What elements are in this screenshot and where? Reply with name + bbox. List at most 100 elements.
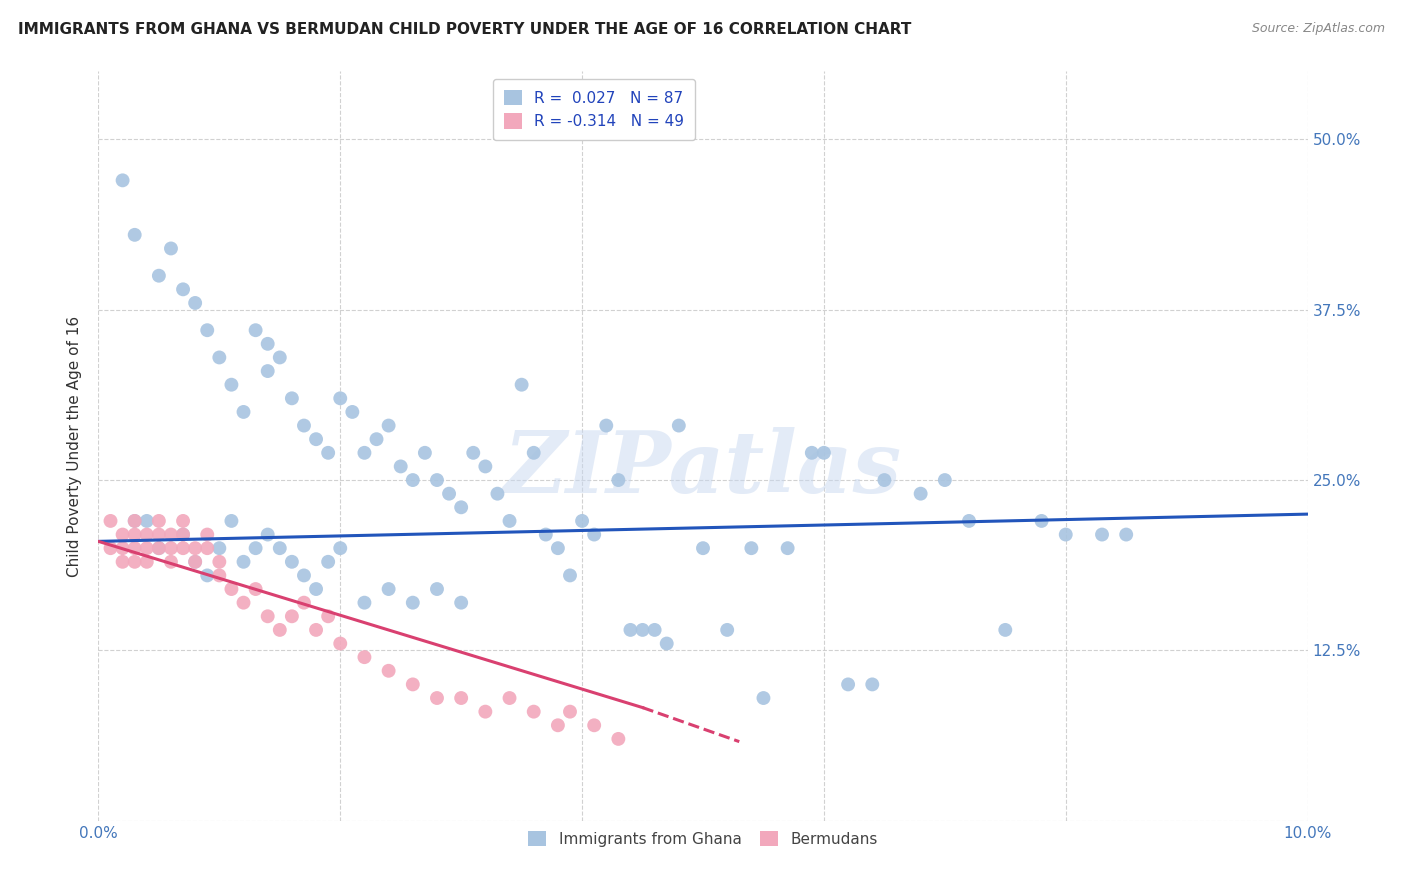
Point <box>523 705 546 719</box>
Point <box>172 527 194 541</box>
Point <box>377 664 399 678</box>
Point <box>160 242 183 256</box>
Point <box>269 541 291 556</box>
Point <box>292 418 315 433</box>
Point <box>111 555 134 569</box>
Point <box>111 173 134 187</box>
Point <box>221 377 243 392</box>
Point <box>269 623 291 637</box>
Point <box>208 555 231 569</box>
Point <box>100 514 122 528</box>
Point <box>752 691 775 706</box>
Point <box>607 731 630 746</box>
Point <box>245 541 267 556</box>
Point <box>583 718 606 732</box>
Point <box>281 609 304 624</box>
Point <box>245 582 267 596</box>
Point <box>292 568 315 582</box>
Point <box>800 446 823 460</box>
Point <box>135 541 157 556</box>
Point <box>631 623 654 637</box>
Point <box>208 351 231 365</box>
Point <box>184 541 207 556</box>
Point <box>571 514 593 528</box>
Point <box>366 432 388 446</box>
Point <box>353 596 375 610</box>
Y-axis label: Child Poverty Under the Age of 16: Child Poverty Under the Age of 16 <box>67 316 83 576</box>
Point <box>184 555 207 569</box>
Point <box>172 541 194 556</box>
Point <box>402 473 425 487</box>
Point <box>305 432 328 446</box>
Point <box>716 623 738 637</box>
Point <box>208 541 231 556</box>
Point <box>281 392 304 406</box>
Point <box>498 514 520 528</box>
Point <box>510 377 533 392</box>
Point <box>124 514 146 528</box>
Point <box>184 296 207 310</box>
Point <box>655 636 678 650</box>
Point <box>413 446 436 460</box>
Point <box>111 541 134 556</box>
Point <box>124 514 146 528</box>
Point <box>124 527 146 541</box>
Point <box>329 636 352 650</box>
Point <box>124 555 146 569</box>
Point <box>547 541 569 556</box>
Point <box>474 705 496 719</box>
Point <box>316 609 339 624</box>
Point <box>281 555 304 569</box>
Point <box>160 555 183 569</box>
Point <box>437 486 460 500</box>
Text: ZIPatlas: ZIPatlas <box>503 426 903 510</box>
Point <box>100 541 122 556</box>
Point <box>232 405 254 419</box>
Point <box>232 555 254 569</box>
Point <box>148 541 170 556</box>
Point <box>148 268 170 283</box>
Point <box>776 541 799 556</box>
Point <box>329 392 352 406</box>
Point <box>135 555 157 569</box>
Point <box>450 596 472 610</box>
Point <box>256 364 278 378</box>
Point <box>498 691 520 706</box>
Point <box>523 446 546 460</box>
Point <box>873 473 896 487</box>
Point <box>111 527 134 541</box>
Point <box>208 568 231 582</box>
Point <box>135 527 157 541</box>
Point <box>402 677 425 691</box>
Point <box>813 446 835 460</box>
Point <box>160 541 183 556</box>
Point <box>1115 527 1137 541</box>
Point <box>305 623 328 637</box>
Point <box>221 582 243 596</box>
Point <box>1031 514 1053 528</box>
Point <box>377 582 399 596</box>
Point <box>172 282 194 296</box>
Point <box>232 596 254 610</box>
Point <box>195 323 218 337</box>
Point <box>668 418 690 433</box>
Point <box>426 582 449 596</box>
Point <box>353 650 375 665</box>
Point <box>135 514 157 528</box>
Point <box>269 351 291 365</box>
Point <box>377 418 399 433</box>
Point <box>607 473 630 487</box>
Point <box>644 623 666 637</box>
Point <box>595 418 617 433</box>
Point <box>305 582 328 596</box>
Text: Source: ZipAtlas.com: Source: ZipAtlas.com <box>1251 22 1385 36</box>
Point <box>860 677 883 691</box>
Point <box>463 446 485 460</box>
Point <box>534 527 557 541</box>
Point <box>195 541 218 556</box>
Point <box>740 541 762 556</box>
Point <box>837 677 859 691</box>
Point <box>353 446 375 460</box>
Point <box>389 459 412 474</box>
Point <box>450 691 472 706</box>
